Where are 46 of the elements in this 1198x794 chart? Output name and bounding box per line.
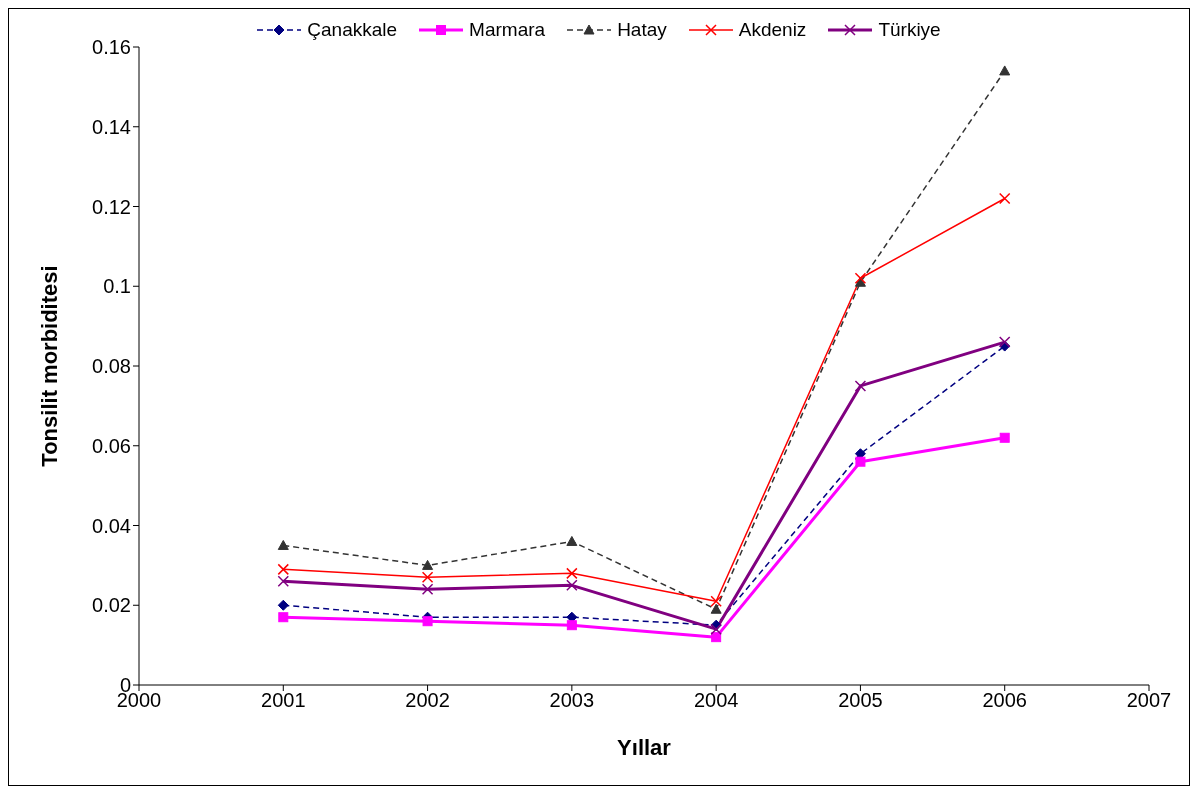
point bbox=[710, 603, 722, 614]
y-tick-label: 0.1 bbox=[103, 275, 131, 298]
x-tick-label: 2002 bbox=[405, 689, 450, 712]
point bbox=[422, 559, 434, 570]
y-axis-title: Tonsilit morbiditesi bbox=[36, 265, 62, 467]
point bbox=[421, 583, 434, 596]
y-tick-label: 0.08 bbox=[92, 355, 131, 378]
point bbox=[566, 535, 578, 546]
x-tick-label: 2003 bbox=[549, 689, 595, 712]
point bbox=[710, 623, 722, 635]
point bbox=[277, 575, 290, 588]
x-tick-label: 2007 bbox=[1126, 689, 1172, 712]
legend-label: Çanakkale bbox=[307, 19, 398, 41]
point bbox=[999, 432, 1010, 443]
x-axis-title: Yıllar bbox=[617, 735, 672, 760]
legend-label: Marmara bbox=[469, 19, 546, 41]
x-tick-label: 2005 bbox=[838, 689, 883, 712]
point bbox=[855, 456, 866, 467]
point bbox=[711, 632, 722, 643]
point bbox=[422, 616, 433, 627]
x-tick-label: 2001 bbox=[261, 689, 306, 712]
point bbox=[999, 65, 1011, 76]
point bbox=[566, 579, 578, 592]
legend-label: Hatay bbox=[617, 19, 667, 41]
point bbox=[710, 595, 722, 608]
legend-label: Türkiye bbox=[878, 19, 941, 41]
y-tick-label: 0.04 bbox=[92, 514, 131, 537]
point bbox=[277, 599, 289, 611]
y-tick-label: 0.12 bbox=[92, 195, 131, 218]
y-tick-label: 0.02 bbox=[92, 594, 131, 617]
point bbox=[278, 612, 289, 623]
x-tick-label: 2004 bbox=[693, 689, 739, 712]
x-tick-label: 2006 bbox=[982, 689, 1027, 712]
point bbox=[854, 380, 867, 392]
y-tick-label: 0.06 bbox=[92, 434, 131, 457]
y-tick-label: 0.16 bbox=[92, 36, 131, 59]
point bbox=[566, 620, 577, 631]
point bbox=[998, 192, 1011, 205]
point bbox=[421, 571, 434, 584]
point bbox=[277, 563, 290, 576]
y-tick-label: 0.14 bbox=[92, 115, 131, 138]
point bbox=[998, 336, 1011, 348]
point bbox=[566, 567, 578, 580]
point bbox=[277, 539, 289, 550]
legend-label: Akdeniz bbox=[738, 19, 807, 41]
point bbox=[854, 272, 867, 285]
